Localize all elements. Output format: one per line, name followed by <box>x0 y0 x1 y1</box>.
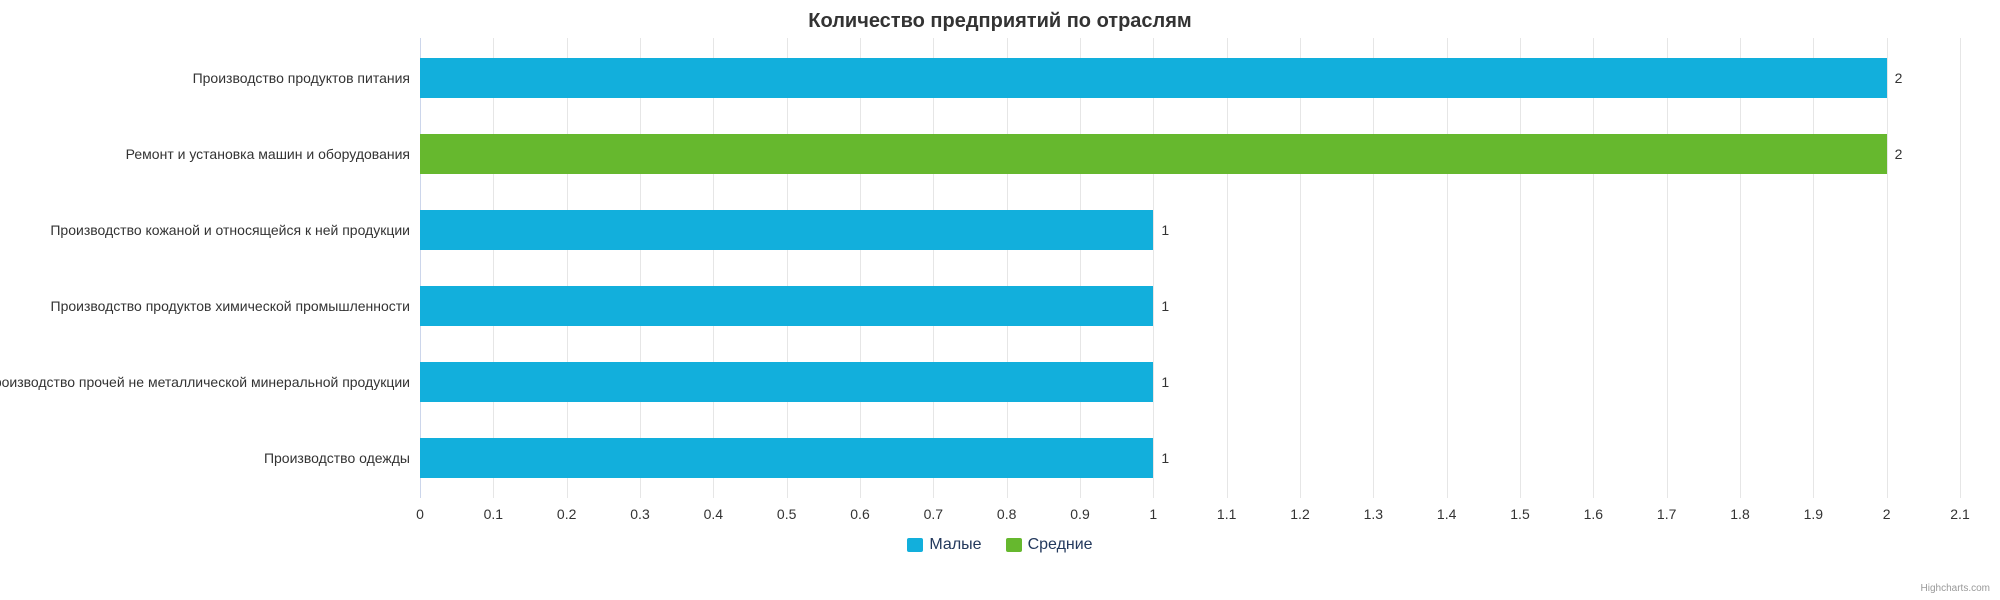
legend: Малые Средние <box>0 530 2000 557</box>
gridline <box>1007 38 1008 498</box>
x-tick-label: 0.7 <box>924 506 943 522</box>
bar-row: 2 <box>420 134 1960 174</box>
x-tick-label: 1.9 <box>1804 506 1823 522</box>
bar-row: 1 <box>420 362 1960 402</box>
x-tick-label: 0.1 <box>484 506 503 522</box>
gridline <box>713 38 714 498</box>
gridline <box>1593 38 1594 498</box>
gridline <box>1667 38 1668 498</box>
y-category-label: Производство кожаной и относящейся к ней… <box>50 222 410 238</box>
bar-value-label: 1 <box>1161 374 1169 390</box>
x-tick-label: 2 <box>1883 506 1891 522</box>
x-tick-label: 0.8 <box>997 506 1016 522</box>
y-category-label: Производство одежды <box>264 450 410 466</box>
bar[interactable] <box>420 210 1153 250</box>
gridline <box>1887 38 1888 498</box>
y-category-label: Ремонт и установка машин и оборудования <box>126 146 410 162</box>
bar-value-label: 1 <box>1161 450 1169 466</box>
legend-item[interactable]: Малые <box>907 536 981 554</box>
plot-area: 2 2 1 1 1 1 <box>420 38 1960 498</box>
y-category-label: Производство продуктов химической промыш… <box>51 298 410 314</box>
legend-item[interactable]: Средние <box>1006 536 1093 554</box>
x-tick-label: 1.1 <box>1217 506 1236 522</box>
bar-row: 1 <box>420 210 1960 250</box>
bar-value-label: 1 <box>1161 298 1169 314</box>
gridline <box>1153 38 1154 498</box>
gridline <box>860 38 861 498</box>
x-tick-label: 0.5 <box>777 506 796 522</box>
x-tick-label: 1.5 <box>1510 506 1529 522</box>
legend-swatch <box>1006 538 1022 552</box>
legend-label: Малые <box>929 536 981 554</box>
chart-credit: Highcharts.com <box>1921 583 1990 594</box>
bar-row: 1 <box>420 286 1960 326</box>
x-tick-label: 1 <box>1149 506 1157 522</box>
bar[interactable] <box>420 134 1887 174</box>
gridline <box>1813 38 1814 498</box>
bar[interactable] <box>420 58 1887 98</box>
x-tick-label: 1.4 <box>1437 506 1456 522</box>
x-tick-label: 0.9 <box>1070 506 1089 522</box>
gridline <box>493 38 494 498</box>
plot-wrap: 2 2 1 1 1 1 0 0.1 0.2 0.3 0.4 0.5 0.6 0.7 0.8 0.9 1 1.1 1.… <box>0 38 2000 530</box>
bar-value-label: 2 <box>1895 70 1903 86</box>
bar-row: 2 <box>420 58 1960 98</box>
gridline <box>567 38 568 498</box>
x-tick-label: 1.2 <box>1290 506 1309 522</box>
gridline <box>1080 38 1081 498</box>
bar-row: 1 <box>420 438 1960 478</box>
x-tick-label: 1.3 <box>1364 506 1383 522</box>
gridline <box>1300 38 1301 498</box>
gridline <box>787 38 788 498</box>
bar-value-label: 1 <box>1161 222 1169 238</box>
x-tick-label: 0.4 <box>704 506 723 522</box>
bar[interactable] <box>420 286 1153 326</box>
gridline <box>1740 38 1741 498</box>
x-tick-label: 0 <box>416 506 424 522</box>
gridline <box>1227 38 1228 498</box>
bar[interactable] <box>420 438 1153 478</box>
chart-title: Количество предприятий по отраслям <box>0 0 2000 38</box>
gridline <box>1520 38 1521 498</box>
y-axis-line <box>420 38 421 498</box>
y-category-label: Производство прочей не металлической мин… <box>0 374 410 390</box>
gridline <box>640 38 641 498</box>
bar[interactable] <box>420 362 1153 402</box>
x-tick-label: 1.8 <box>1730 506 1749 522</box>
y-category-label: Производство продуктов питания <box>193 70 410 86</box>
x-tick-label: 0.6 <box>850 506 869 522</box>
gridline <box>1373 38 1374 498</box>
x-tick-label: 1.6 <box>1584 506 1603 522</box>
legend-swatch <box>907 538 923 552</box>
x-tick-label: 2.1 <box>1950 506 1969 522</box>
x-tick-label: 1.7 <box>1657 506 1676 522</box>
gridline <box>933 38 934 498</box>
gridline <box>1447 38 1448 498</box>
bar-value-label: 2 <box>1895 146 1903 162</box>
gridline <box>1960 38 1961 498</box>
legend-label: Средние <box>1028 536 1093 554</box>
x-tick-label: 0.3 <box>630 506 649 522</box>
x-tick-label: 0.2 <box>557 506 576 522</box>
